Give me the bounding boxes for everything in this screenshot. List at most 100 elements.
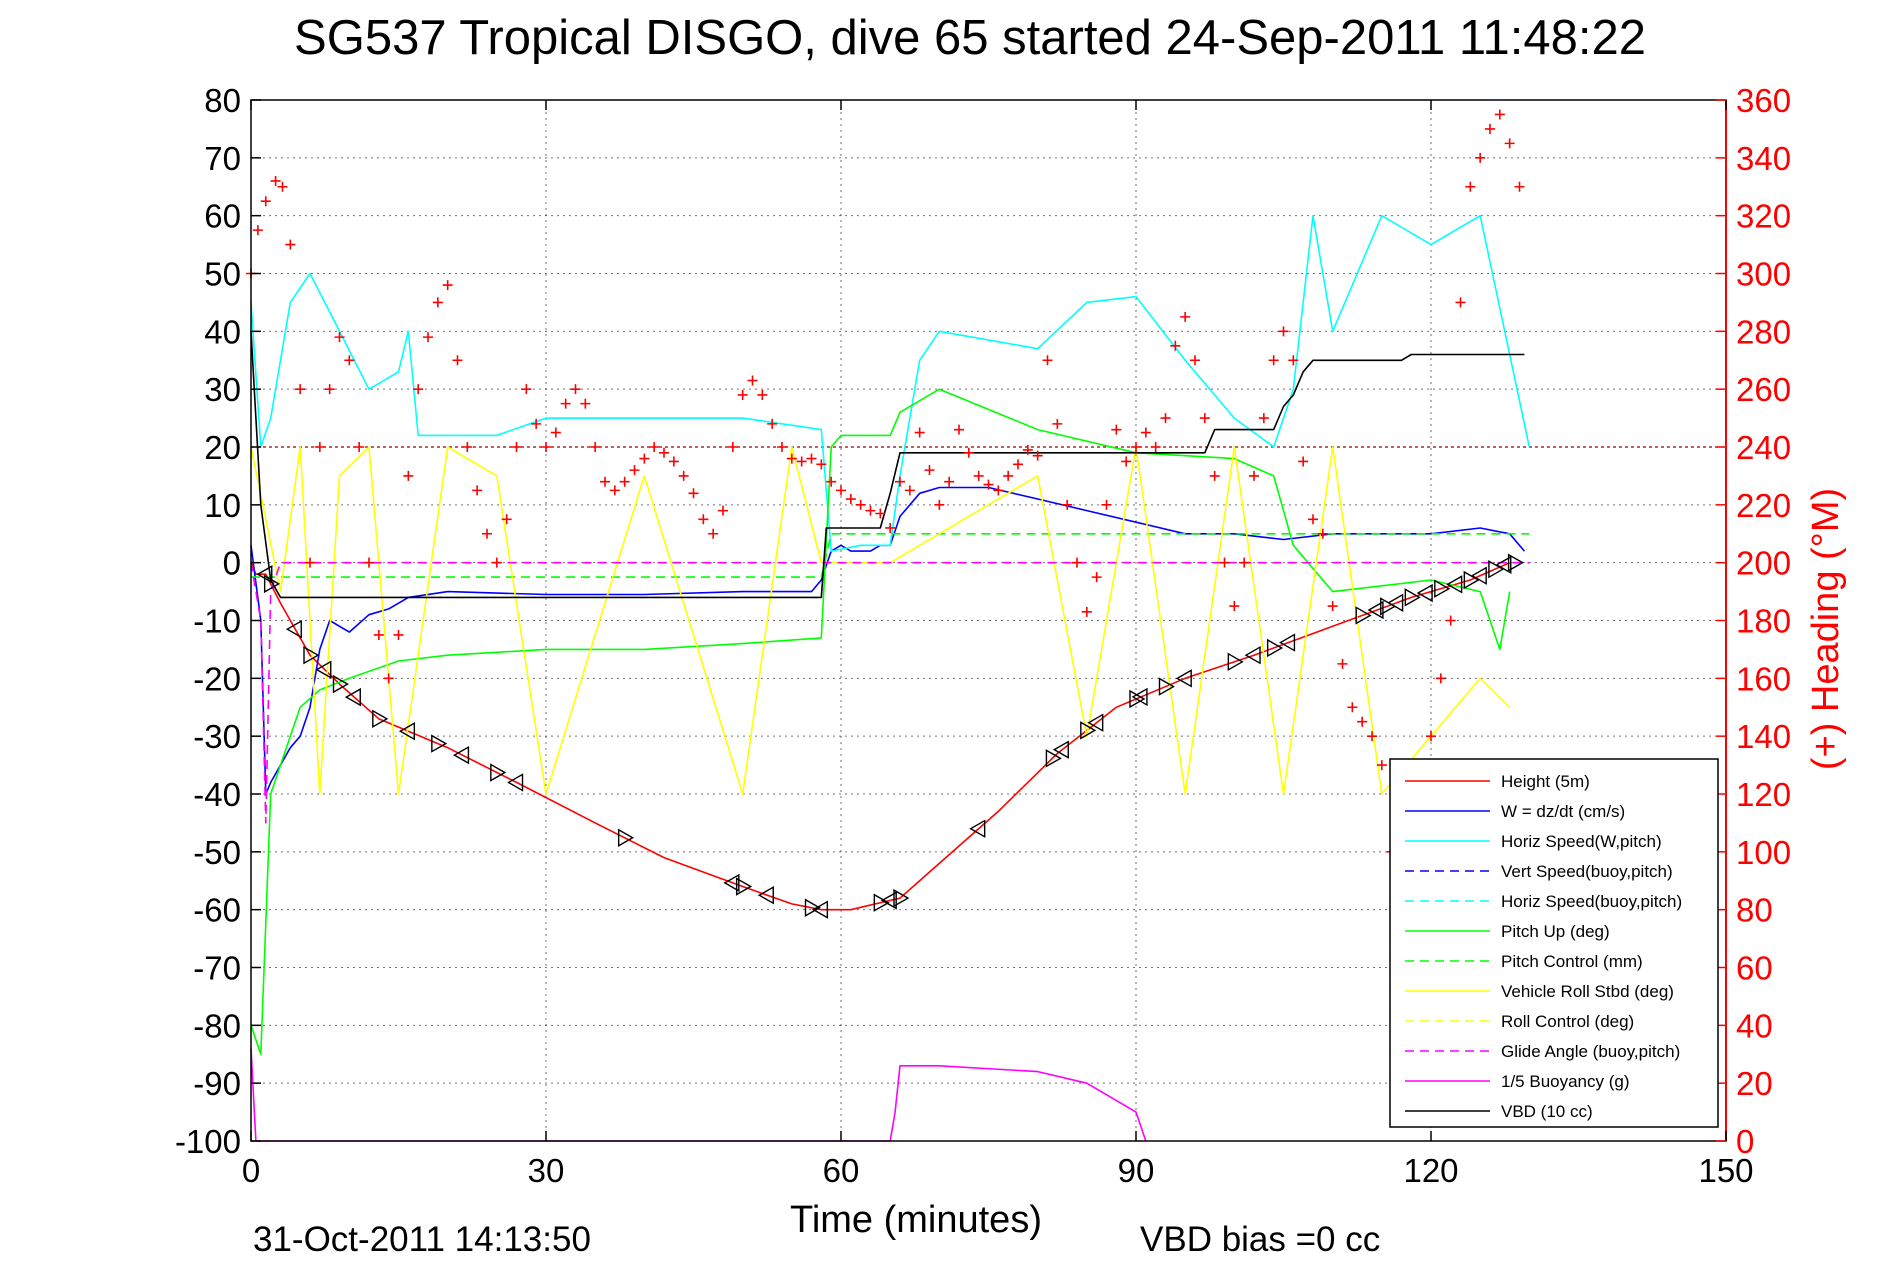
heading-point xyxy=(777,442,787,452)
triangle-marker xyxy=(1045,749,1062,768)
x-tick-label: 90 xyxy=(1118,1152,1155,1189)
y2-tick-label: 280 xyxy=(1736,313,1791,350)
y-tick-label: -10 xyxy=(193,603,241,640)
heading-point xyxy=(1327,601,1338,612)
heading-point xyxy=(1249,470,1259,481)
triangle-marker xyxy=(1416,583,1433,603)
triangle-marker xyxy=(344,687,361,707)
y2-tick-label: 100 xyxy=(1736,834,1791,871)
y-tick-label: 10 xyxy=(204,487,241,524)
heading-point xyxy=(796,456,807,467)
heading-point xyxy=(393,629,404,640)
heading-point xyxy=(708,528,719,539)
y2-tick-label: 320 xyxy=(1736,198,1791,235)
heading-point xyxy=(1032,450,1043,461)
heading-point xyxy=(1337,658,1348,669)
triangle-marker xyxy=(285,619,302,639)
triangle-marker xyxy=(1355,606,1372,625)
heading-point xyxy=(1013,459,1023,470)
heading-point xyxy=(590,442,601,452)
heading-point xyxy=(270,175,281,186)
y-tick-label: -60 xyxy=(193,892,241,929)
legend-label: Vert Speed(buoy,pitch) xyxy=(1501,862,1673,881)
x-tick-label: 0 xyxy=(242,1152,260,1189)
heading-point xyxy=(511,442,522,452)
triangle-marker xyxy=(315,660,332,679)
y-tick-label: -70 xyxy=(193,950,241,987)
heading-point xyxy=(1288,355,1299,366)
y-tick-label: 50 xyxy=(204,256,241,293)
heading-point xyxy=(1268,355,1279,366)
triangle-marker xyxy=(453,745,470,765)
y-tick-label: -40 xyxy=(193,776,241,813)
heading-point xyxy=(501,514,512,525)
triangle-marker xyxy=(1387,593,1404,612)
y-tick-label: 40 xyxy=(204,313,241,350)
heading-point xyxy=(1150,442,1161,452)
legend-label: Vehicle Roll Stbd (deg) xyxy=(1501,982,1674,1001)
heading-point xyxy=(855,499,866,510)
series-line-1 xyxy=(250,561,1511,911)
heading-point xyxy=(314,442,325,452)
heading-point xyxy=(1121,456,1132,467)
heading-point xyxy=(1180,311,1191,322)
triangle-marker xyxy=(1507,553,1524,572)
triangle-marker xyxy=(1446,575,1463,594)
x-tick-label: 120 xyxy=(1403,1152,1458,1189)
y2-tick-label: 340 xyxy=(1736,140,1791,177)
triangle-marker xyxy=(1087,713,1104,732)
y2-tick-label: 80 xyxy=(1736,892,1773,929)
heading-point xyxy=(904,485,915,496)
x-axis-label: Time (minutes) xyxy=(790,1199,1042,1241)
heading-point xyxy=(875,508,886,519)
heading-point xyxy=(816,459,827,470)
triangle-marker xyxy=(1080,721,1097,740)
heading-point xyxy=(570,384,581,395)
heading-point xyxy=(1091,572,1102,583)
triangle-marker xyxy=(804,898,821,917)
heading-point xyxy=(1003,470,1014,481)
series-line-10 xyxy=(250,561,1530,824)
heading-point xyxy=(1072,557,1082,568)
heading-point xyxy=(698,514,709,525)
heading-point xyxy=(531,418,542,429)
heading-point xyxy=(344,355,355,366)
heading-point xyxy=(1504,138,1515,149)
heading-point xyxy=(472,485,483,496)
heading-point xyxy=(944,476,955,487)
triangle-marker xyxy=(757,886,774,905)
triangle-marker xyxy=(1404,588,1421,607)
heading-point xyxy=(1239,557,1250,568)
y2-tick-label: 20 xyxy=(1736,1065,1773,1102)
legend-label: 1/5 Buoyancy (g) xyxy=(1501,1072,1630,1091)
series-line-3 xyxy=(250,214,1531,552)
legend: Height (5m) W = dz/dt (cm/s) Horiz Speed(W… xyxy=(1389,758,1719,1128)
triangle-marker xyxy=(723,873,740,893)
legend-label: Height (5m) xyxy=(1501,772,1590,791)
heading-point xyxy=(1190,355,1200,366)
heading-point xyxy=(629,465,640,476)
heading-point xyxy=(895,476,905,487)
y2-tick-label: 300 xyxy=(1736,256,1791,293)
x-tick-label: 60 xyxy=(823,1152,860,1189)
heading-point xyxy=(541,442,551,452)
y-tick-label: -30 xyxy=(193,718,241,755)
triangle-marker xyxy=(811,900,829,919)
triangle-marker xyxy=(1158,677,1175,696)
triangle-marker xyxy=(1380,597,1397,616)
triangle-marker xyxy=(507,773,524,792)
heading-point xyxy=(354,442,365,452)
triangle-marker xyxy=(893,888,910,908)
heading-point xyxy=(639,453,650,464)
heading-point xyxy=(1062,499,1073,510)
y2-tick-label: 0 xyxy=(1736,1123,1754,1160)
triangle-marker xyxy=(617,828,635,847)
series-line-6 xyxy=(250,388,1511,1056)
heading-point xyxy=(1131,442,1141,452)
heading-point xyxy=(521,384,532,395)
y-tick-label: 20 xyxy=(204,429,241,466)
heading-point xyxy=(1170,340,1181,351)
legend-label: Horiz Speed(W,pitch) xyxy=(1501,832,1662,851)
triangle-marker xyxy=(398,722,416,741)
heading-point xyxy=(1308,514,1318,525)
